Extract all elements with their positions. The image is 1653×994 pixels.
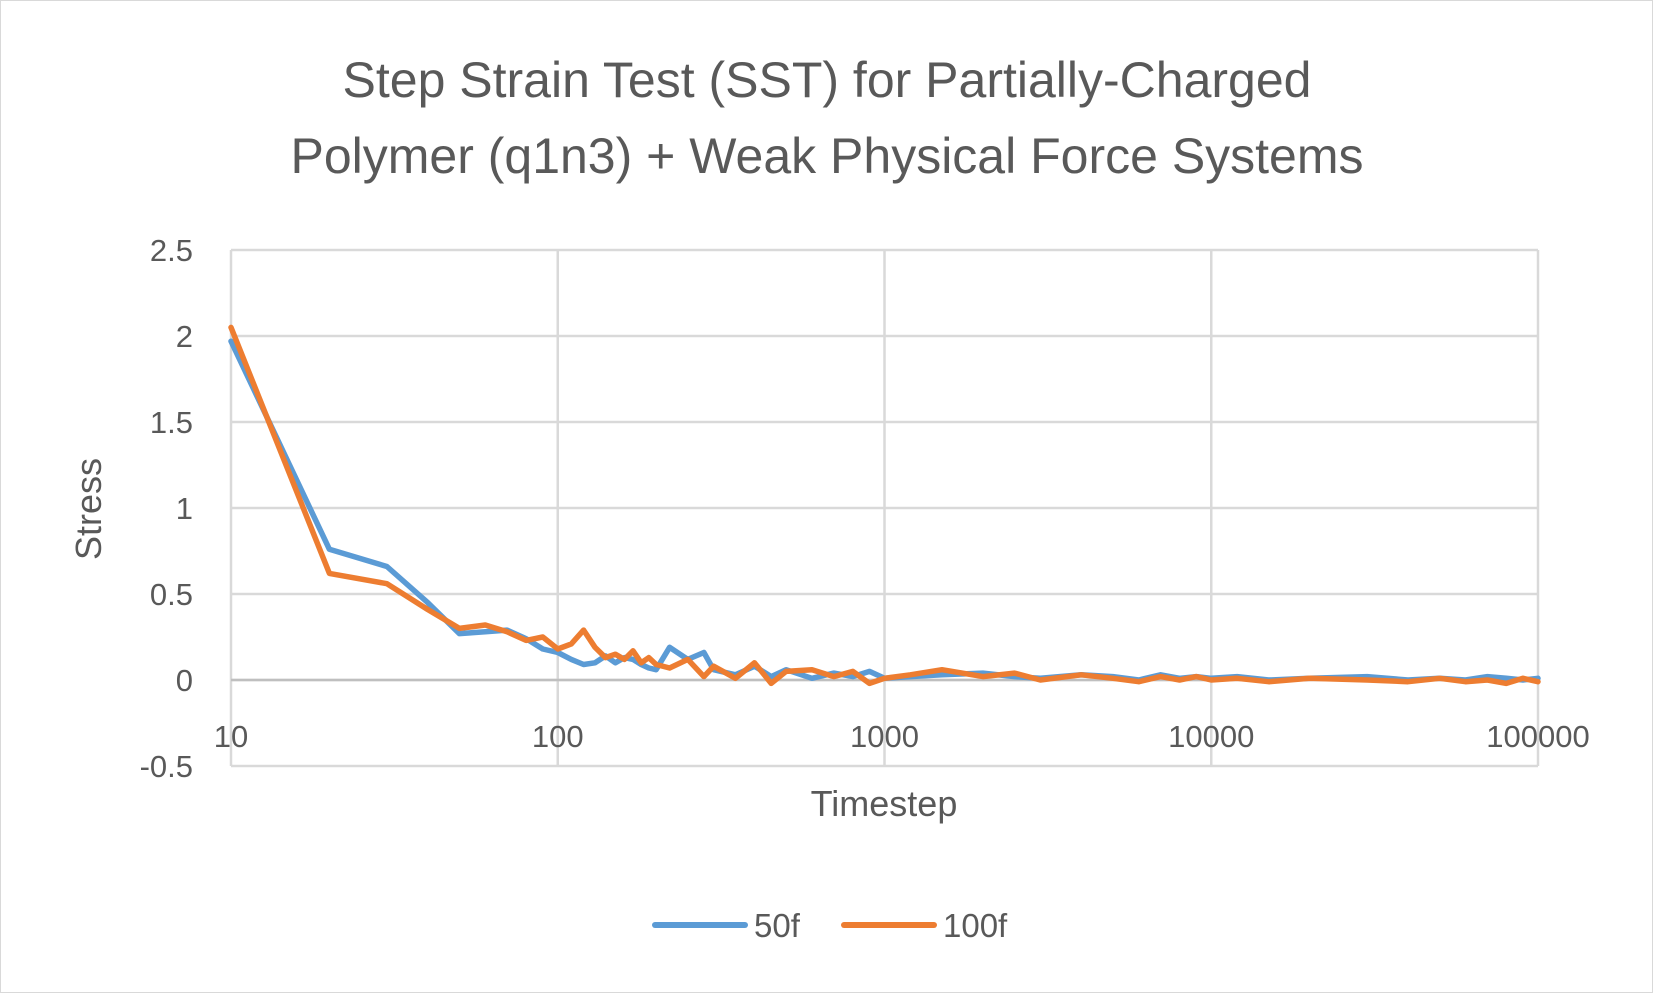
x-axis-tick-labels: 10 100 1000 10000 100000 [214, 719, 1590, 754]
y-tick-label: 1 [176, 491, 193, 526]
y-axis-tick-labels: 2.5 2 1.5 1 0.5 0 -0.5 [140, 233, 193, 784]
y-tick-label: 2.5 [150, 233, 193, 268]
legend-label-100f: 100f [943, 907, 1008, 944]
x-tick-label: 1000 [850, 719, 919, 754]
x-tick-label: 10000 [1168, 719, 1254, 754]
x-axis-title: Timestep [811, 783, 958, 824]
chart-title-line-2: Polymer (q1n3) + Weak Physical Force Sys… [290, 128, 1363, 184]
y-axis-title: Stress [68, 458, 109, 560]
y-tick-label: 1.5 [150, 405, 193, 440]
chart-title-line-1: Step Strain Test (SST) for Partially-Cha… [343, 52, 1312, 108]
gridlines [229, 248, 1540, 768]
series-line-100f [228, 324, 1541, 687]
y-tick-label: 0 [176, 663, 193, 698]
x-tick-label: 10 [214, 719, 248, 754]
series-lines [228, 324, 1541, 687]
y-tick-label: 2 [176, 319, 193, 354]
x-tick-label: 100 [532, 719, 584, 754]
legend-label-50f: 50f [754, 907, 801, 944]
legend: 50f 100f [652, 907, 1008, 944]
y-tick-label: -0.5 [140, 749, 193, 784]
y-tick-label: 0.5 [150, 577, 193, 612]
x-tick-label: 100000 [1486, 719, 1589, 754]
